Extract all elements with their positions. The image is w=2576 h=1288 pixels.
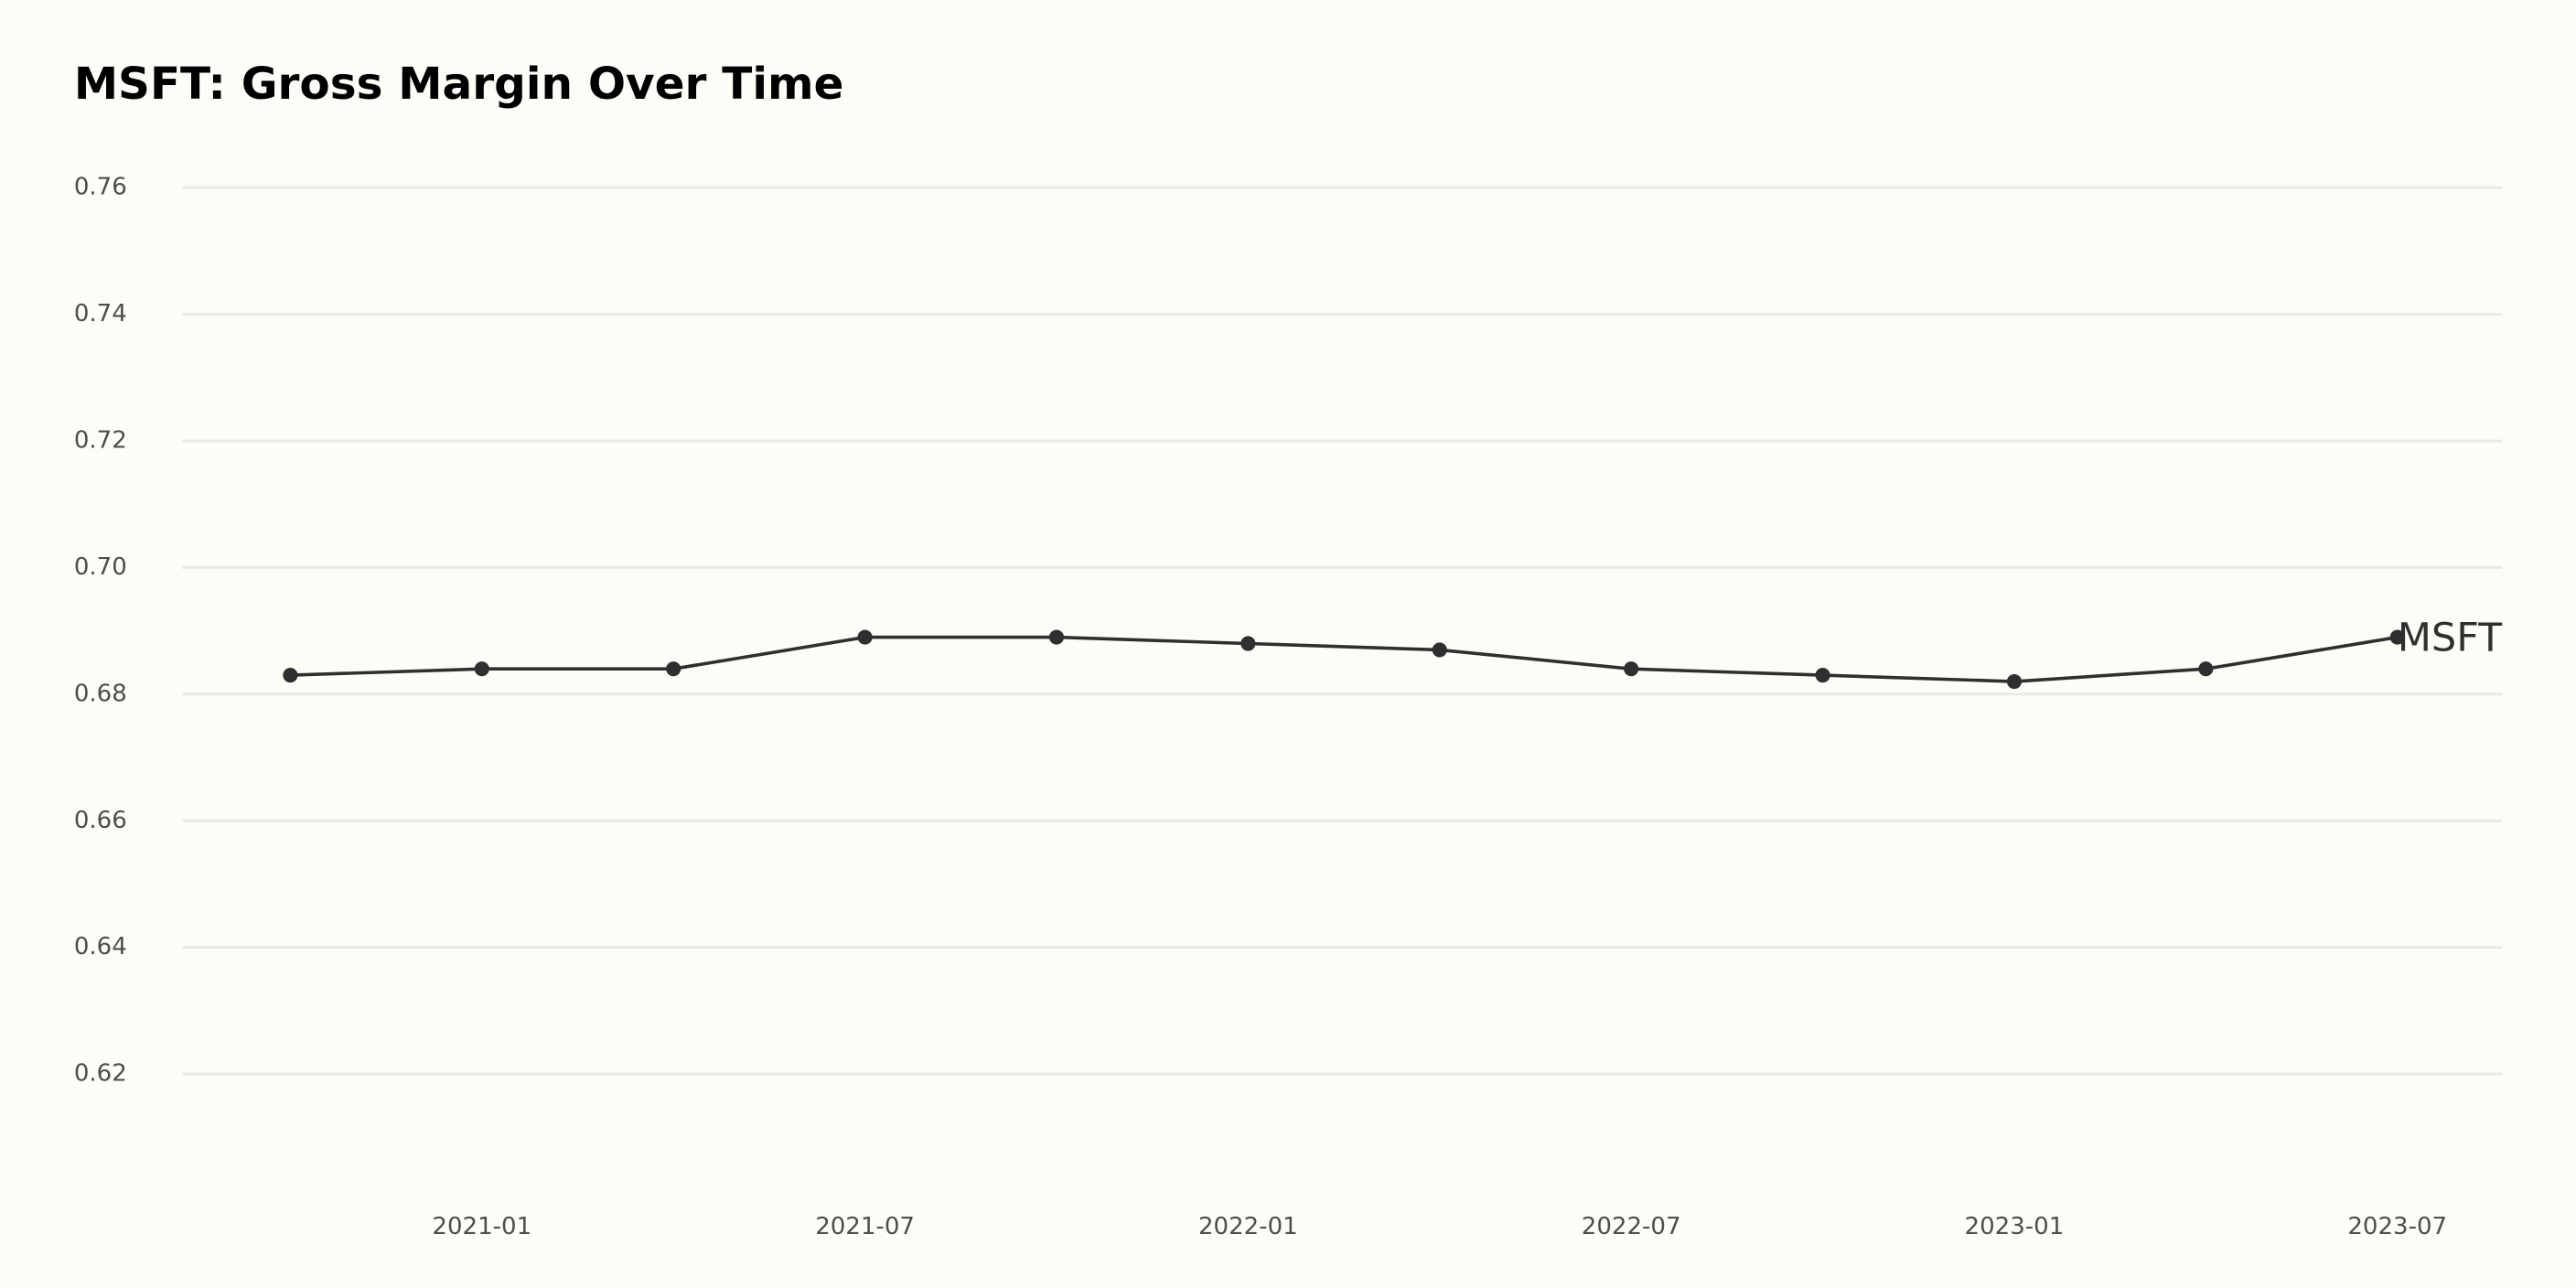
y-tick-label: 0.68 (74, 680, 127, 707)
point (1240, 636, 1256, 651)
point (1432, 642, 1447, 658)
point (1815, 668, 1830, 683)
y-tick-label: 0.76 (74, 174, 127, 201)
y-tick-label: 0.64 (74, 933, 127, 961)
x-tick-label: 2021-07 (815, 1213, 915, 1240)
point (1048, 629, 1065, 645)
y-tick-label: 0.70 (74, 553, 127, 581)
point (474, 661, 489, 677)
y-tick-label: 0.62 (74, 1060, 127, 1088)
y-tick-label: 0.72 (74, 427, 127, 455)
line (290, 635, 2399, 683)
x-tick-label: 2021-01 (432, 1213, 531, 1240)
chart-title: MSFT: Gross Margin Over Time (74, 59, 844, 110)
point (2198, 661, 2214, 677)
point (666, 661, 682, 677)
point (283, 668, 298, 683)
x-tick-label: 2022-01 (1198, 1213, 1298, 1240)
point (2389, 629, 2405, 645)
y-tick-label: 0.66 (74, 807, 127, 834)
point (2006, 673, 2023, 690)
x-tick-label: 2022-07 (1582, 1213, 1681, 1240)
point (857, 629, 873, 645)
series-label: MSFT (2398, 616, 2504, 661)
x-tick-label: 2023-01 (1965, 1213, 2065, 1240)
point (1624, 661, 1639, 677)
x-tick-label: 2023-07 (2347, 1213, 2447, 1240)
y-tick-label: 0.74 (74, 300, 127, 327)
